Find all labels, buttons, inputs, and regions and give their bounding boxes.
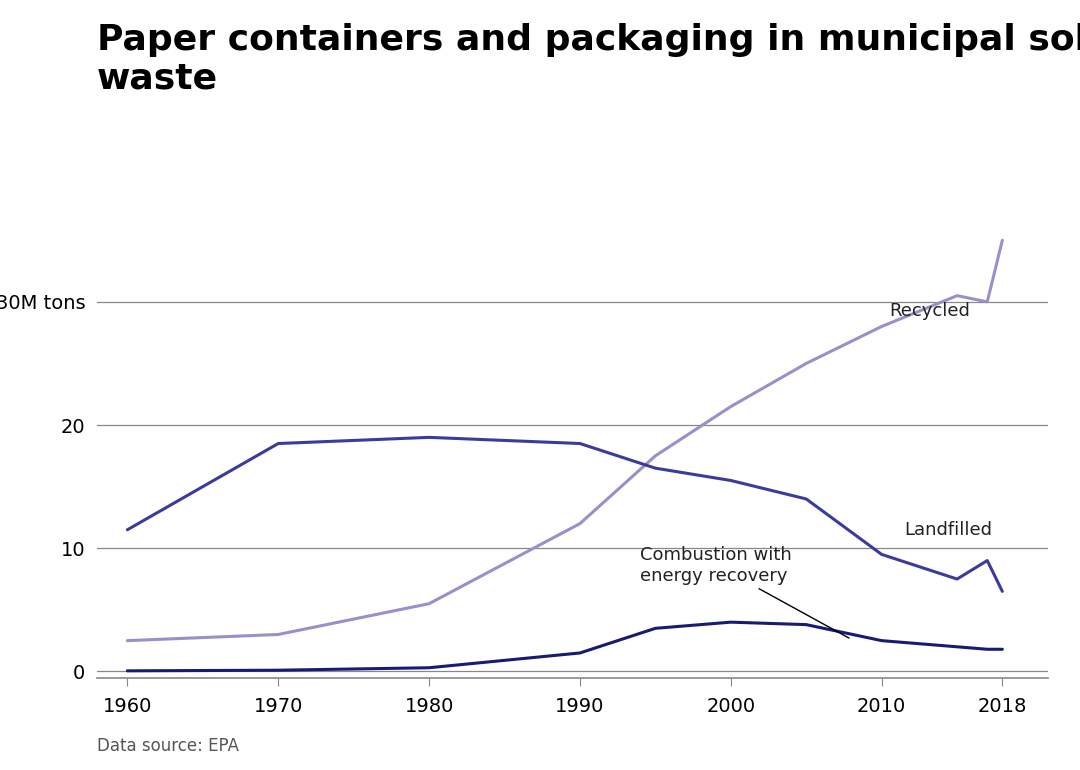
Text: Data source: EPA: Data source: EPA [97,737,239,755]
Text: Landfilled: Landfilled [904,521,993,539]
Text: Recycled: Recycled [889,303,970,320]
Text: Paper containers and packaging in municipal solid
waste: Paper containers and packaging in munici… [97,23,1080,95]
Text: Combustion with
energy recovery: Combustion with energy recovery [640,546,849,638]
